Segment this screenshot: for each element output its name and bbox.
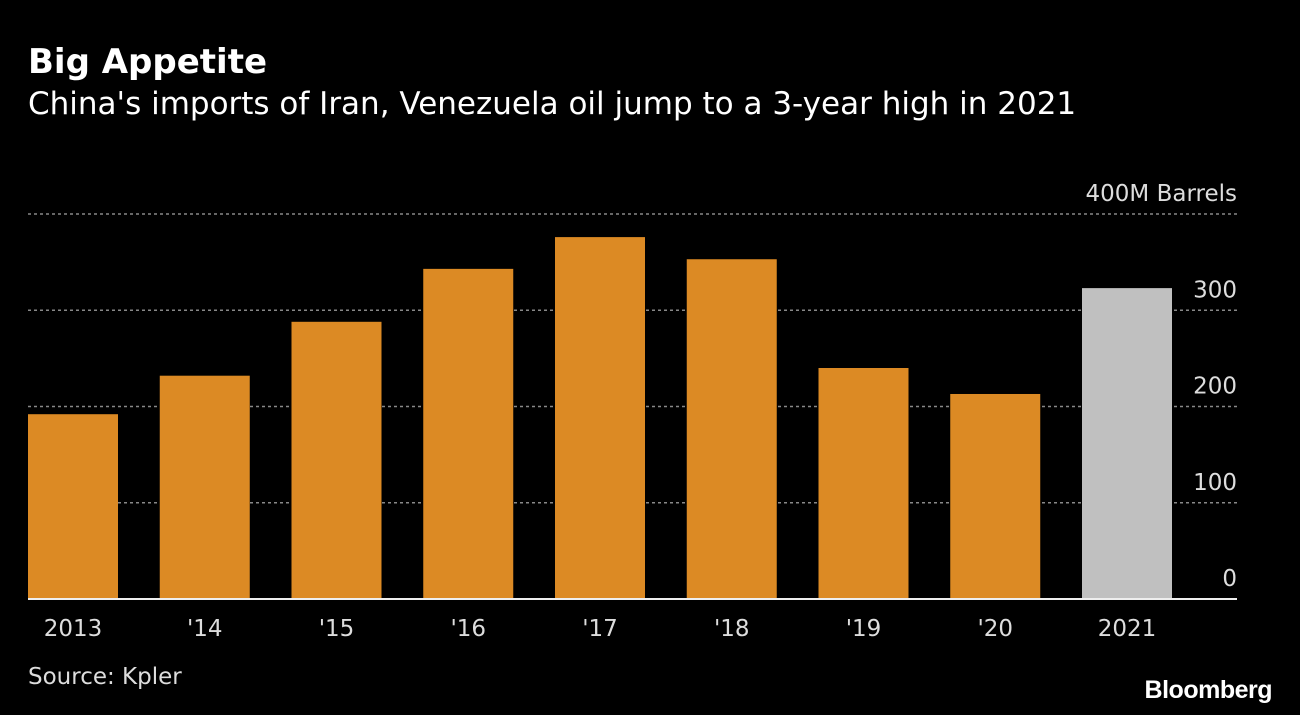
x-tick-label: 2021: [1098, 616, 1157, 642]
x-tick-label: '19: [846, 616, 882, 642]
y-tick-label: 100: [1193, 470, 1237, 496]
y-tick-label: 300: [1193, 277, 1237, 303]
x-tick-label: '17: [582, 616, 618, 642]
bar: [555, 237, 645, 599]
bar: [818, 368, 909, 599]
x-tick-label: '16: [450, 616, 486, 642]
y-tick-label: 400M Barrels: [1086, 181, 1237, 207]
bloomberg-logo: Bloomberg: [1144, 676, 1273, 704]
y-tick-label: 0: [1222, 566, 1237, 592]
chart-subtitle: China's imports of Iran, Venezuela oil j…: [28, 86, 1077, 122]
bar: [291, 321, 382, 599]
bar: [423, 268, 514, 599]
y-tick-label: 200: [1193, 374, 1237, 400]
bar: [686, 259, 777, 599]
x-tick-label: '18: [714, 616, 750, 642]
bar: [28, 414, 118, 599]
x-tick-label: '15: [319, 616, 355, 642]
source-note: Source: Kpler: [28, 664, 182, 690]
bar: [950, 393, 1041, 599]
x-tick-label: '14: [187, 616, 223, 642]
chart-title: Big Appetite: [28, 42, 268, 82]
x-tick-label: '20: [977, 616, 1013, 642]
bar: [1082, 288, 1172, 599]
bar: [159, 375, 250, 599]
x-tick-label: 2013: [44, 616, 103, 642]
